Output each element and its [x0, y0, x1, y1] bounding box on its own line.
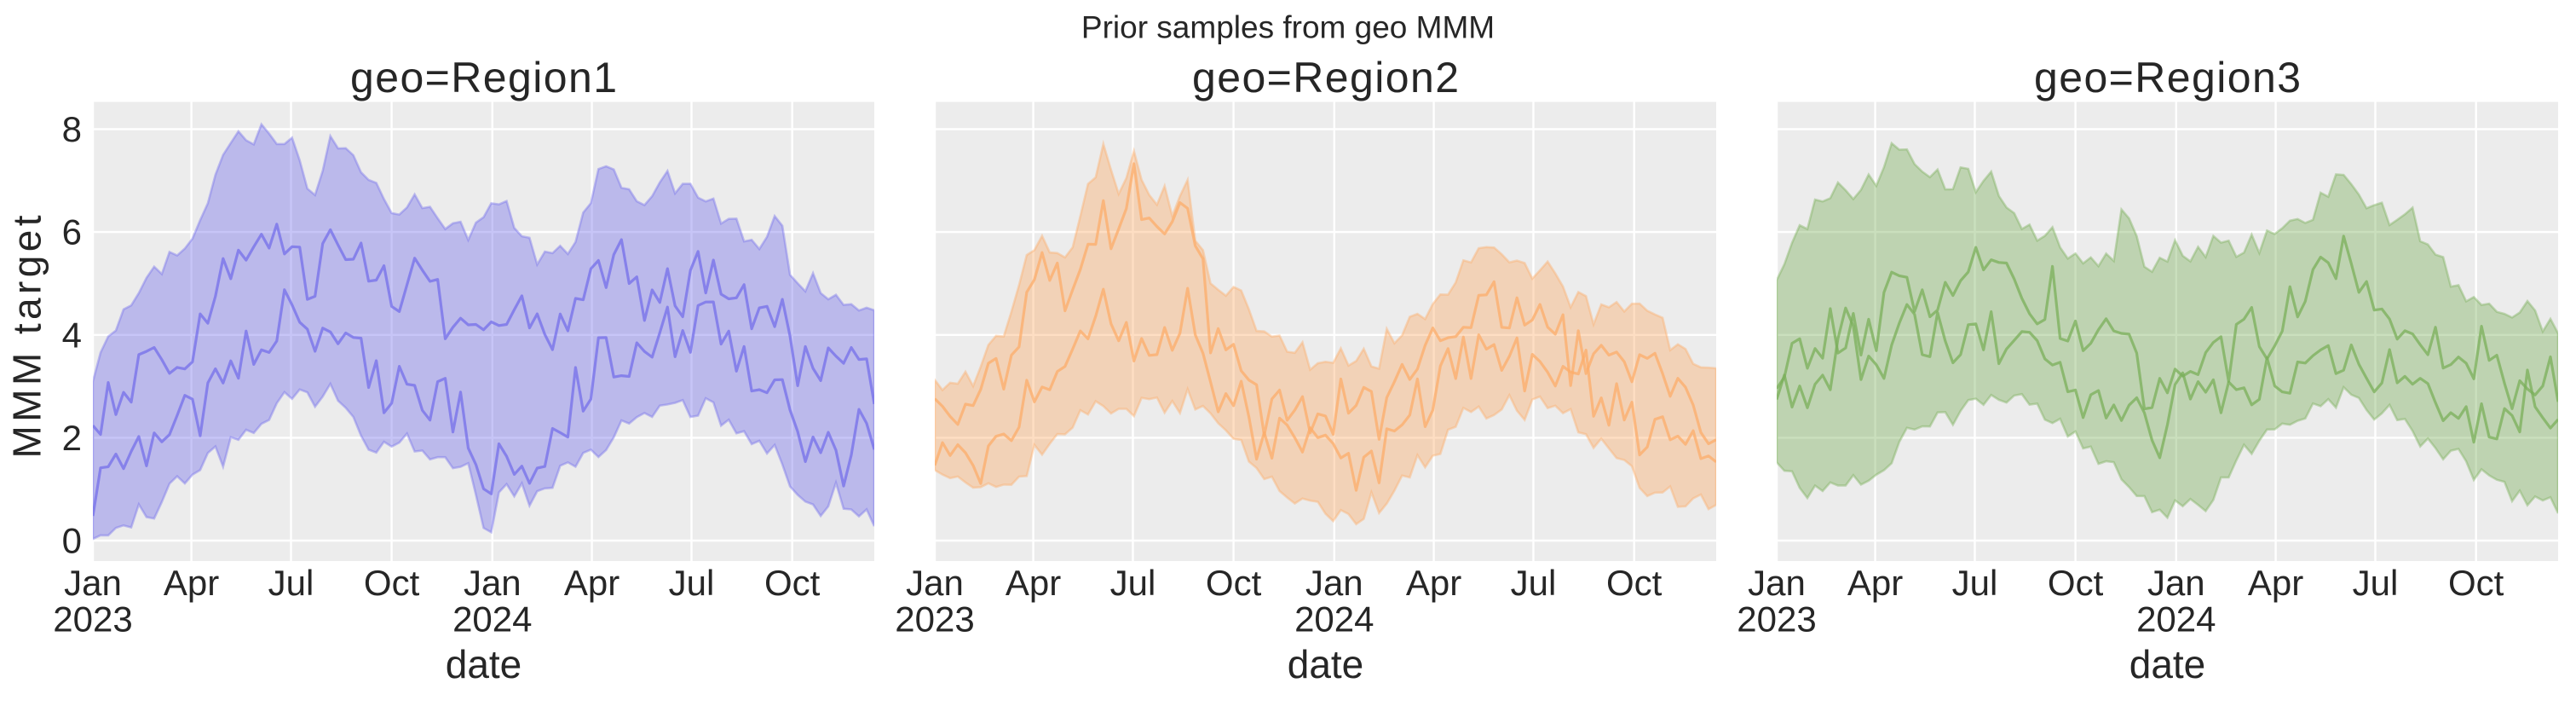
- svg-text:Jan: Jan: [906, 563, 964, 603]
- svg-text:geo=Region2: geo=Region2: [1192, 54, 1459, 101]
- svg-text:geo=Region1: geo=Region1: [350, 54, 617, 101]
- svg-text:8: 8: [62, 109, 82, 149]
- svg-text:geo=Region3: geo=Region3: [2034, 54, 2301, 101]
- svg-text:Jul: Jul: [1952, 563, 1998, 603]
- svg-text:2023: 2023: [53, 599, 132, 639]
- svg-text:Apr: Apr: [1406, 563, 1461, 603]
- svg-text:Apr: Apr: [564, 563, 620, 603]
- svg-text:Jan: Jan: [464, 563, 522, 603]
- svg-text:Oct: Oct: [364, 563, 420, 603]
- svg-text:Prior samples from geo MMM: Prior samples from geo MMM: [1081, 10, 1495, 45]
- svg-text:Apr: Apr: [1847, 563, 1903, 603]
- svg-text:6: 6: [62, 212, 82, 252]
- svg-text:Jul: Jul: [669, 563, 715, 603]
- svg-text:Oct: Oct: [2048, 563, 2104, 603]
- svg-text:2024: 2024: [2136, 599, 2216, 639]
- svg-text:Jan: Jan: [2147, 563, 2205, 603]
- svg-text:Jan: Jan: [1748, 563, 1806, 603]
- svg-text:Apr: Apr: [2248, 563, 2303, 603]
- svg-text:0: 0: [62, 521, 82, 561]
- svg-text:Oct: Oct: [1206, 563, 1262, 603]
- svg-text:date: date: [1288, 642, 1364, 686]
- svg-text:date: date: [446, 642, 522, 686]
- svg-text:Jan: Jan: [1305, 563, 1363, 603]
- svg-text:2023: 2023: [1737, 599, 1816, 639]
- svg-text:2: 2: [62, 418, 82, 458]
- svg-text:Jul: Jul: [1110, 563, 1156, 603]
- svg-text:2023: 2023: [895, 599, 974, 639]
- svg-text:Apr: Apr: [164, 563, 219, 603]
- svg-text:Oct: Oct: [764, 563, 821, 603]
- svg-text:Jul: Jul: [268, 563, 314, 603]
- svg-text:Apr: Apr: [1006, 563, 1061, 603]
- svg-text:Oct: Oct: [2448, 563, 2504, 603]
- svg-text:date: date: [2129, 642, 2206, 686]
- svg-text:Jul: Jul: [1511, 563, 1557, 603]
- svg-text:Jul: Jul: [2353, 563, 2399, 603]
- svg-text:2024: 2024: [1294, 599, 1374, 639]
- svg-text:2024: 2024: [452, 599, 532, 639]
- svg-text:Oct: Oct: [1606, 563, 1663, 603]
- svg-text:4: 4: [62, 315, 82, 355]
- svg-text:Jan: Jan: [64, 563, 122, 603]
